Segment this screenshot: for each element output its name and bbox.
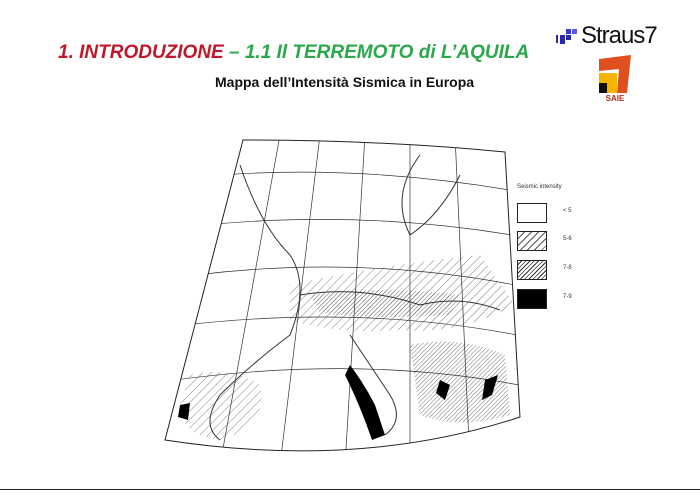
- europe-seismic-map: [164, 139, 521, 452]
- straus7-logo: Straus7: [556, 22, 658, 50]
- slide-title: 1. INTRODUZIONE – 1.1 Il TERREMOTO di L’…: [58, 42, 530, 63]
- legend-swatch-5-6: [517, 231, 547, 251]
- legend-label: 7-8: [563, 265, 572, 271]
- map-subtitle: Mappa dell’Intensità Sismica in Europa: [215, 74, 475, 90]
- legend-swatch-7-8: [517, 260, 547, 280]
- saie-logo: SAIE: [597, 55, 633, 108]
- legend-label: < 5: [563, 208, 572, 214]
- legend-label: 5-6: [563, 236, 572, 242]
- svg-text:SAIE: SAIE: [606, 94, 625, 103]
- footer-divider: [0, 489, 700, 490]
- legend-swatch-below-5: [517, 203, 547, 223]
- legend-label: 7-9: [563, 294, 572, 300]
- straus-squares-icon: [556, 29, 577, 44]
- legend-title: Seismic intensity: [517, 184, 562, 190]
- legend-swatch-7-9: [517, 289, 547, 309]
